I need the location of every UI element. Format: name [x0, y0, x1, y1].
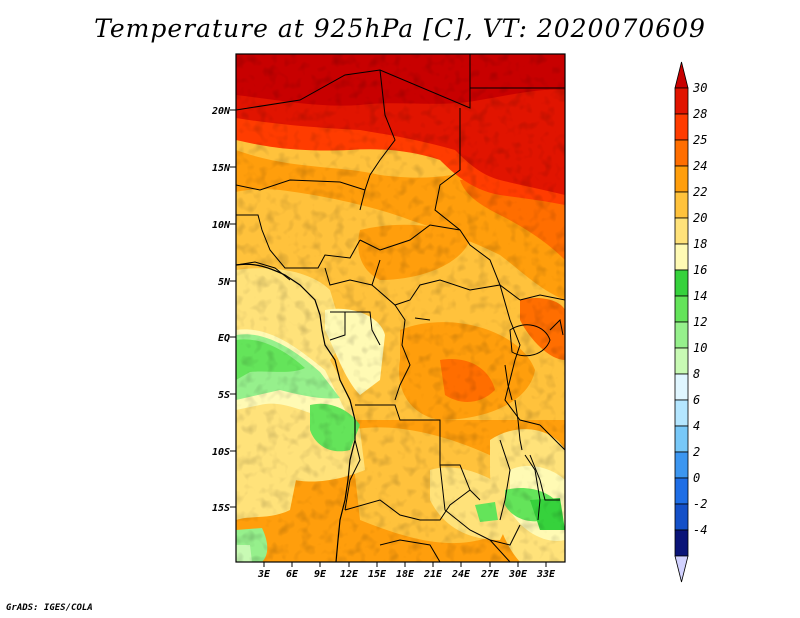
- colorbar-swatch: [674, 243, 689, 271]
- colorbar-label: 25: [693, 133, 707, 147]
- lon-axis: 3E 6E 9E 12E 15E 18E 21E 24E 27E 30E 33E: [257, 569, 556, 580]
- colorbar-label: 12: [693, 315, 707, 329]
- lat-label: 20N: [211, 106, 231, 117]
- colorbar-label: 24: [693, 159, 707, 173]
- colorbar-label: 28: [693, 107, 707, 121]
- colorbar-label: 16: [693, 263, 707, 277]
- colorbar-label: 30: [692, 81, 707, 95]
- colorbar-label: 22: [693, 185, 707, 199]
- colorbar-swatch: [674, 165, 689, 193]
- lon-label: 6E: [286, 569, 299, 580]
- colorbar-swatch: [674, 555, 689, 583]
- colorbar-label: 0: [693, 471, 700, 485]
- lat-label: 10S: [212, 447, 230, 458]
- map-title: Temperature at 925hPa [C], VT: 202007060…: [94, 14, 706, 43]
- axis-ticks: [230, 109, 547, 567]
- colorbar-swatch: [674, 217, 689, 245]
- colorbar-swatch: [674, 477, 689, 505]
- temperature-field: [236, 54, 565, 562]
- colorbar-swatch: [674, 347, 689, 375]
- lon-label: 33E: [536, 569, 556, 580]
- colorbar-label: 10: [693, 341, 707, 355]
- lat-label: 5S: [218, 390, 230, 401]
- colorbar: [674, 61, 689, 583]
- colorbar-label: 2: [693, 445, 700, 459]
- colorbar-label: -4: [693, 523, 707, 537]
- colorbar-swatch: [674, 61, 689, 89]
- colorbar-label: -2: [693, 497, 707, 511]
- lat-label: EQ: [218, 333, 230, 344]
- grads-credit: GrADS: IGES/COLA: [6, 603, 93, 613]
- colorbar-label: 6: [693, 393, 700, 407]
- lat-label: 10N: [212, 220, 231, 231]
- colorbar-swatch: [674, 139, 689, 167]
- lat-label: 15S: [212, 503, 230, 514]
- lon-label: 3E: [257, 569, 271, 580]
- map-frame: [235, 53, 566, 563]
- colorbar-labels: 30 28 25 24 22 20 18 16 14 12 10 8 6 4 2…: [692, 81, 707, 537]
- lat-label: 15N: [212, 163, 231, 174]
- colorbar-swatch: [674, 269, 689, 297]
- lon-label: 24E: [451, 569, 471, 580]
- colorbar-label: 4: [693, 419, 700, 433]
- lon-label: 9E: [314, 569, 327, 580]
- colorbar-swatch: [674, 295, 689, 323]
- colorbar-swatch: [674, 503, 689, 531]
- lon-label: 30E: [508, 569, 528, 580]
- colorbar-swatch: [674, 87, 689, 115]
- colorbar-label: 8: [693, 367, 700, 381]
- colorbar-label: 14: [693, 289, 707, 303]
- colorbar-swatch: [674, 191, 689, 219]
- colorbar-swatch: [674, 451, 689, 479]
- colorbar-swatch: [674, 399, 689, 427]
- lat-axis: 20N 15N 10N 5N EQ 5S 10S 15S: [211, 106, 231, 514]
- lon-label: 18E: [396, 569, 415, 580]
- lon-label: 15E: [368, 569, 387, 580]
- colorbar-swatch: [674, 529, 689, 557]
- colorbar-swatch: [674, 425, 689, 453]
- lon-label: 21E: [423, 569, 443, 580]
- colorbar-swatch: [674, 113, 689, 141]
- colorbar-label: 18: [693, 237, 707, 251]
- lat-label: 5N: [218, 277, 231, 288]
- coastline: [236, 263, 356, 562]
- colorbar-swatch: [674, 321, 689, 349]
- colorbar-label: 20: [693, 211, 707, 225]
- lon-label: 12E: [340, 569, 359, 580]
- country-borders: [236, 54, 565, 562]
- lon-label: 27E: [480, 569, 500, 580]
- lakes: [414, 317, 564, 521]
- colorbar-swatch: [674, 373, 689, 401]
